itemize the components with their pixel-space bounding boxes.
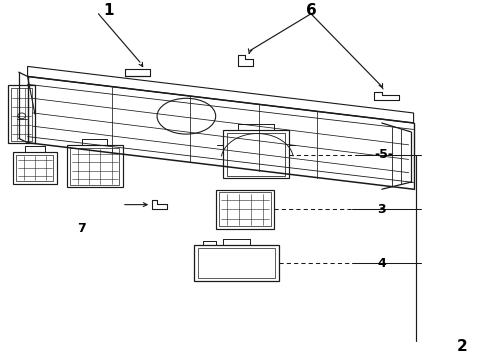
- Text: -5-: -5-: [375, 148, 394, 161]
- Text: 7: 7: [77, 222, 86, 235]
- Text: 1: 1: [103, 3, 114, 18]
- Text: 6: 6: [306, 3, 317, 18]
- Text: 3: 3: [377, 203, 386, 216]
- Text: 2: 2: [457, 339, 468, 354]
- Text: 4: 4: [377, 257, 386, 270]
